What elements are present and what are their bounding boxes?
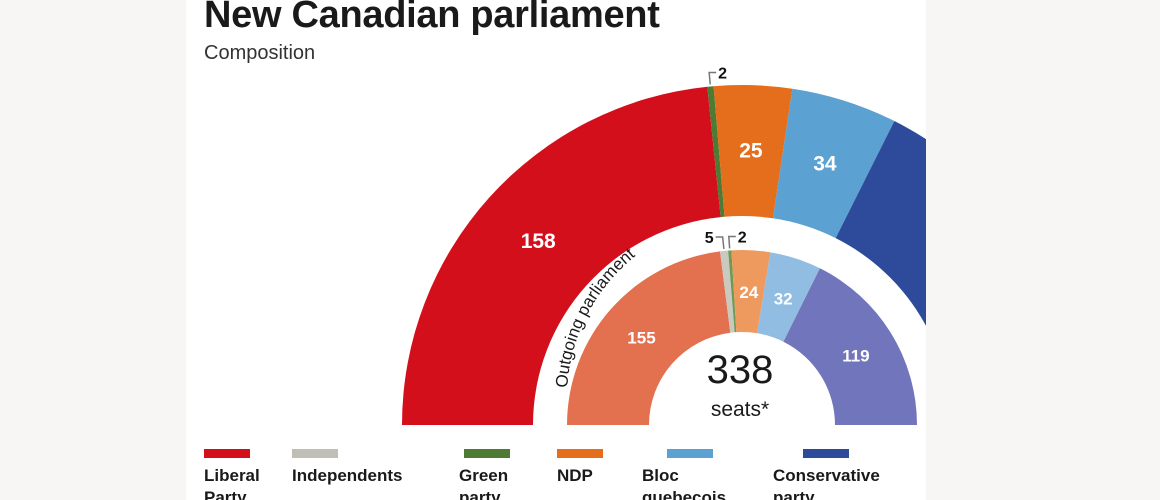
legend-swatch-green <box>464 449 510 458</box>
legend-swatch-ndp <box>557 449 603 458</box>
inner-label-bloc: 32 <box>774 289 793 308</box>
inner-label-ndp: 24 <box>739 283 758 302</box>
outer-ring <box>402 85 926 425</box>
chart-card: 15825341191552432119 252 Outgoing parlia… <box>186 0 926 500</box>
segment-labels: 15825341191552432119 <box>521 140 870 366</box>
inner-ring <box>567 249 917 425</box>
total-seats-unit: seats* <box>711 398 769 421</box>
legend-label-ndp: NDP <box>557 466 593 485</box>
inner-segment-conservative <box>783 268 917 425</box>
inner-segment-liberal <box>567 251 731 425</box>
outer-segment-ndp <box>713 85 793 219</box>
callouts: 2 5 2 <box>705 66 747 250</box>
inner-segment-green <box>728 250 737 333</box>
outer-label-ndp: 25 <box>739 140 763 163</box>
legend-label-liberal: Liberal Party <box>204 466 260 500</box>
total-seats-number: 338 <box>707 348 774 392</box>
outer-label-liberal: 158 <box>521 230 556 253</box>
legend-swatch-independents <box>292 449 338 458</box>
inner-label-green: 2 <box>738 229 747 246</box>
legend-label-green: Green party <box>459 466 509 500</box>
outer-segment-liberal <box>402 86 721 425</box>
inner-callout-line-green <box>727 235 736 249</box>
chart-title: New Canadian parliament <box>204 0 660 36</box>
inner-label-independents: 5 <box>705 230 714 247</box>
outer-segment-conservative <box>835 121 926 326</box>
legend-swatch-liberal <box>204 449 250 458</box>
legend-label-bloc: Bloc quebecois <box>642 466 727 500</box>
outer-callout-line-green <box>708 71 717 85</box>
legend-label-conservative: Conservative party <box>773 466 880 500</box>
inner-callout-line-independents <box>715 236 725 250</box>
outer-segment-green <box>707 86 725 218</box>
chart-subtitle: Composition <box>204 42 316 64</box>
legend-swatch-conservative <box>803 449 849 458</box>
inner-label-liberal: 155 <box>627 328 655 347</box>
outer-segment-bloc <box>772 88 895 239</box>
outer-label-bloc: 34 <box>813 152 837 175</box>
inner-segment-bloc <box>757 252 820 342</box>
hemicycle-chart: 15825341191552432119 252 Outgoing parlia… <box>402 66 926 425</box>
outer-label-green: 2 <box>718 66 727 83</box>
inner-segment-ndp <box>731 249 771 334</box>
inner-label-conservative: 119 <box>842 346 869 365</box>
legend-label-independents: Independents <box>292 466 403 485</box>
legend-swatch-bloc <box>667 449 713 458</box>
inner-segment-independents <box>720 250 735 333</box>
